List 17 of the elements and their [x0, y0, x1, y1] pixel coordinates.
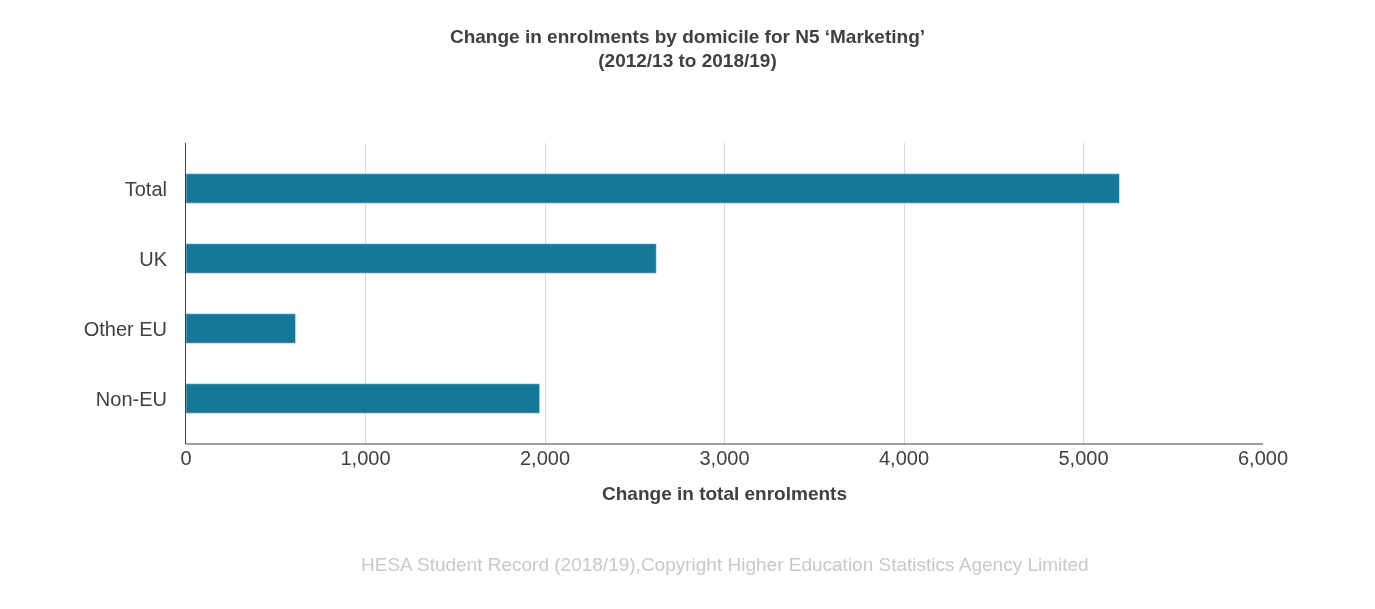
x-tick-label: 0: [180, 447, 192, 469]
bar: [186, 313, 296, 344]
chart-title: Change in enrolments by domicile for N5 ‘Marketing’ (2012/13 to 2018/19): [449, 25, 926, 72]
y-tick-label: Non-EU: [95, 387, 167, 410]
y-tick-label: Total: [124, 177, 167, 200]
x-tick-label: 6,000: [1237, 447, 1289, 469]
bar: [186, 383, 540, 414]
y-tick-label: UK: [139, 247, 168, 270]
x-axis-title: Change in total enrolments: [602, 482, 847, 504]
bar: [186, 173, 1120, 204]
x-tick-label: 2,000: [519, 447, 571, 469]
x-tick-label: 5,000: [1058, 447, 1109, 469]
y-tick-label: Other EU: [83, 317, 167, 340]
x-tick-label: 3,000: [699, 447, 750, 469]
bar: [186, 243, 657, 274]
x-tick-label: 4,000: [878, 447, 930, 469]
x-tick-label: 1,000: [340, 447, 391, 469]
